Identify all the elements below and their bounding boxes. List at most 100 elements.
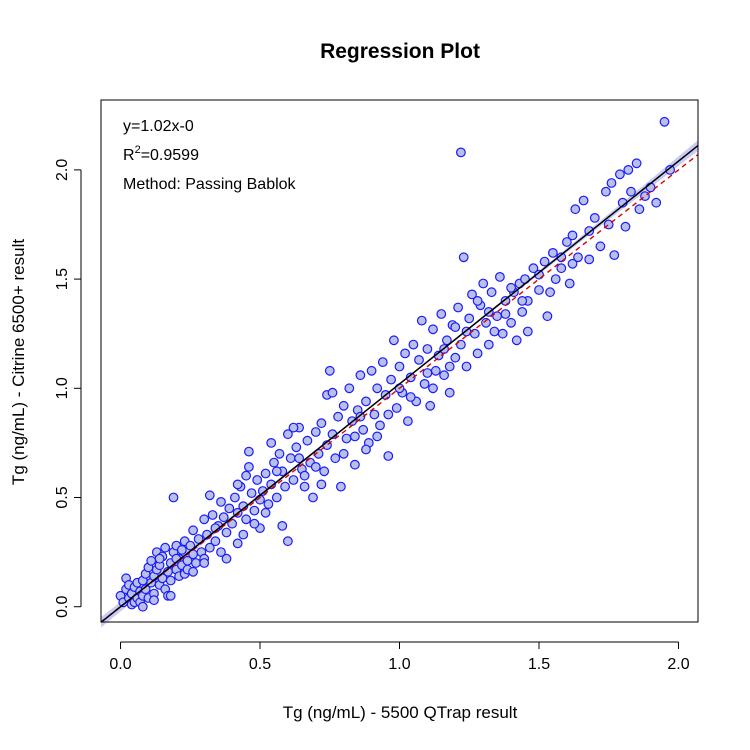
data-point (570, 204, 581, 215)
data-point (350, 431, 360, 442)
data-point (659, 116, 670, 127)
data-point (461, 361, 472, 372)
data-point (453, 302, 464, 313)
r-squared-label: R2=0.9599 (123, 144, 199, 164)
data-point (241, 470, 252, 481)
data-point (308, 492, 318, 503)
x-tick-label: 1.0 (388, 656, 410, 673)
data-point (372, 431, 383, 442)
data-point (210, 536, 221, 547)
data-point (246, 488, 257, 499)
data-point (190, 558, 201, 568)
data-point (545, 287, 555, 298)
data-point (299, 470, 310, 481)
data-point (528, 263, 539, 274)
fit-lines (100, 144, 699, 623)
data-point (358, 424, 369, 435)
data-point (626, 186, 636, 197)
data-point (601, 186, 611, 197)
data-point (280, 481, 291, 492)
x-tick-label: 2.0 (667, 656, 689, 673)
x-axis-label: Tg (ng/mL) - 5500 QTrap result (283, 703, 518, 722)
data-point (517, 307, 528, 317)
data-point (383, 451, 394, 461)
data-point (464, 313, 475, 324)
data-point (271, 492, 282, 503)
method-label: Method: Passing Bablok (123, 176, 297, 193)
data-point (428, 324, 438, 335)
data-point (221, 553, 232, 564)
data-point (422, 368, 433, 378)
data-point (562, 237, 572, 247)
data-point (355, 370, 366, 381)
data-point (495, 272, 505, 282)
data-point (341, 433, 352, 444)
data-point (238, 529, 249, 540)
data-point (199, 514, 210, 525)
data-point (333, 411, 344, 422)
data-point (389, 335, 399, 346)
data-point (595, 241, 606, 252)
data-point (221, 527, 232, 538)
data-point (522, 326, 533, 337)
data-point (403, 416, 413, 427)
data-point (207, 510, 218, 520)
data-point (391, 403, 402, 413)
identity-line (100, 154, 699, 623)
data-point (137, 601, 148, 612)
data-point (355, 411, 366, 422)
data-point (645, 182, 656, 193)
data-point (338, 448, 349, 459)
y-tick-label: 1.0 (54, 377, 71, 399)
data-point (615, 169, 625, 180)
data-point (313, 448, 324, 459)
data-point (486, 287, 497, 298)
y-tick-label: 2.0 (54, 159, 71, 181)
y-tick-label: 1.5 (54, 268, 71, 290)
data-point (249, 505, 260, 516)
data-point (149, 595, 159, 606)
data-point (146, 555, 157, 566)
data-point (394, 361, 405, 372)
data-point (442, 335, 452, 346)
data-point (542, 311, 553, 322)
data-point (241, 514, 252, 525)
data-point (224, 503, 235, 514)
data-point (361, 396, 371, 407)
data-point (285, 453, 296, 464)
data-point (366, 365, 377, 376)
data-point (584, 254, 595, 265)
data-point (274, 448, 285, 459)
data-point (344, 383, 355, 394)
data-point (414, 355, 424, 365)
data-point (500, 309, 511, 319)
chart-title: Regression Plot (320, 40, 480, 63)
data-point (606, 178, 617, 188)
data-point (567, 258, 578, 269)
data-point (165, 575, 176, 586)
data-point (400, 348, 411, 359)
data-point (444, 387, 455, 398)
data-point (319, 466, 330, 477)
data-point (288, 422, 299, 433)
data-point (232, 479, 243, 490)
data-point (160, 542, 171, 553)
data-point (216, 547, 226, 557)
r-squared-prefix: R (123, 147, 135, 164)
data-point (472, 348, 483, 359)
data-point (416, 315, 427, 326)
data-point (204, 490, 215, 501)
data-point (204, 542, 215, 553)
data-point (405, 372, 416, 383)
data-point (511, 335, 522, 346)
data-point (578, 195, 589, 206)
y-axis-label: Tg (ng/mL) - Citrine 6500+ result (9, 239, 28, 485)
data-point (436, 309, 447, 319)
data-point (383, 409, 394, 420)
data-point (631, 158, 642, 169)
data-point (263, 499, 274, 510)
regression-line (100, 144, 699, 623)
data-point (422, 344, 433, 354)
x-tick-label: 0.5 (249, 656, 271, 673)
data-point (375, 420, 385, 431)
